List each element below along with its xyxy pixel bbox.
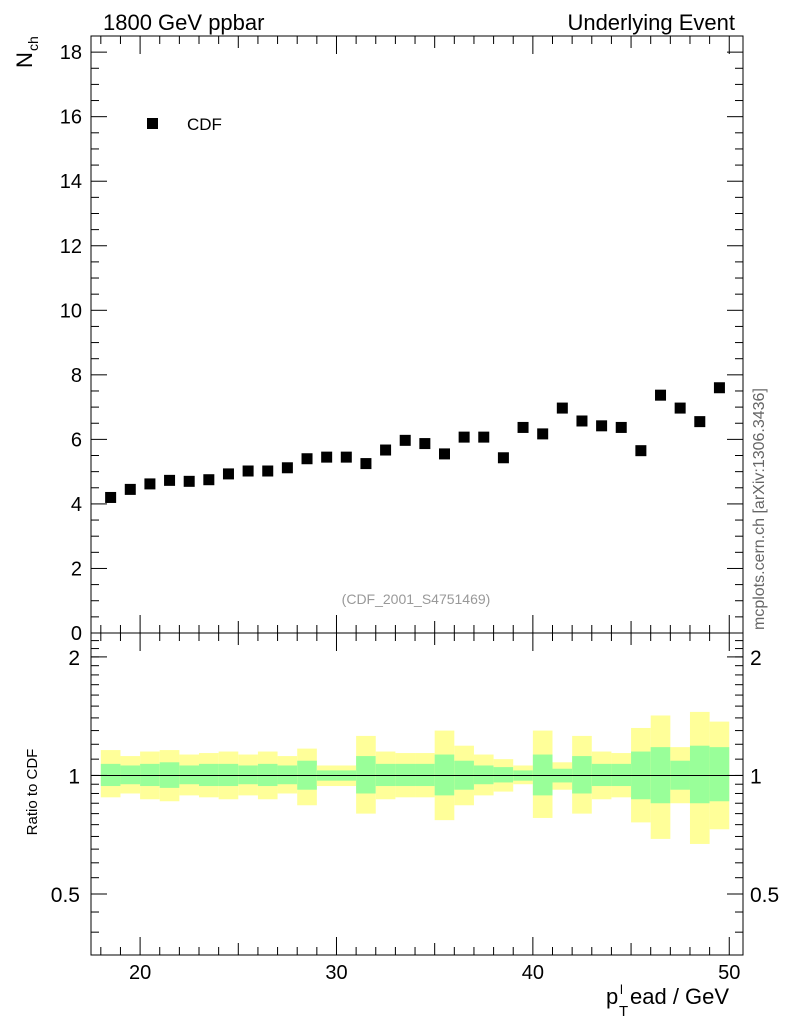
ratio-panel: 0.5 0.5 1 1 2 2 20 30 40 50 Ratio to CDF bbox=[24, 632, 779, 984]
main-panel: 0 2 4 6 8 10 12 14 16 18 CDF (CDF_2001_S4751469) bbox=[60, 35, 744, 645]
data-point bbox=[556, 402, 568, 414]
data-point bbox=[497, 452, 509, 464]
x-axis-label: p T l ead / GeV bbox=[606, 982, 729, 1020]
data-point bbox=[281, 462, 293, 474]
ratio-frame bbox=[90, 632, 744, 956]
y-tick-label: 16 bbox=[60, 107, 82, 129]
ratio-band-inner bbox=[709, 747, 730, 802]
data-point bbox=[596, 420, 608, 432]
data-point bbox=[517, 421, 529, 433]
data-point bbox=[144, 478, 156, 490]
title-right: Underlying Event bbox=[567, 10, 735, 35]
ratio-y-tick-label-right: 2 bbox=[750, 647, 762, 670]
main-axis-ticks bbox=[91, 36, 743, 634]
side-label: mcplots.cern.ch [arXiv:1306.3436] bbox=[751, 388, 768, 630]
data-point bbox=[301, 453, 313, 465]
x-label-sup: l bbox=[620, 982, 623, 997]
data-point bbox=[655, 389, 667, 401]
x-tick-label: 40 bbox=[522, 962, 544, 984]
data-point bbox=[340, 451, 352, 463]
data-point bbox=[694, 416, 706, 428]
ratio-y-label: Ratio to CDF bbox=[24, 749, 41, 836]
y-tick-label: 14 bbox=[60, 171, 82, 193]
main-y-tick-labels: 0 2 4 6 8 10 12 14 16 18 bbox=[60, 42, 82, 645]
data-point bbox=[438, 448, 450, 460]
legend: CDF bbox=[147, 115, 222, 134]
ratio-axis-ticks bbox=[91, 633, 743, 955]
ratio-bands bbox=[100, 711, 730, 844]
data-point bbox=[124, 483, 136, 495]
data-point bbox=[164, 474, 176, 486]
x-tick-labels: 20 30 40 50 bbox=[129, 962, 740, 984]
ratio-band-inner bbox=[493, 767, 514, 783]
data-point bbox=[380, 444, 392, 456]
data-point bbox=[242, 465, 254, 477]
ratio-band-inner bbox=[120, 765, 141, 785]
ratio-y-tick-label-left: 0.5 bbox=[51, 884, 80, 907]
data-point bbox=[222, 468, 234, 480]
y-tick-label: 4 bbox=[71, 494, 82, 516]
x-label-rest: ead / GeV bbox=[630, 984, 729, 1009]
data-point bbox=[478, 431, 490, 443]
ratio-y-tick-label-left: 2 bbox=[68, 647, 80, 670]
x-tick-label: 20 bbox=[129, 962, 151, 984]
data-point bbox=[458, 431, 470, 443]
data-point bbox=[399, 434, 411, 446]
y-label-main: N bbox=[12, 52, 37, 68]
y-tick-label: 8 bbox=[71, 365, 82, 387]
data-point bbox=[419, 438, 431, 450]
ratio-band-inner bbox=[238, 765, 258, 785]
legend-marker bbox=[147, 118, 158, 129]
ratio-band-inner bbox=[473, 765, 494, 785]
ratio-y-tick-label-left: 1 bbox=[68, 765, 80, 788]
data-point bbox=[360, 458, 372, 470]
legend-label: CDF bbox=[187, 115, 222, 134]
ratio-band-inner bbox=[277, 765, 298, 785]
data-point bbox=[105, 491, 117, 503]
y-axis-label: N ch bbox=[12, 36, 41, 68]
data-point bbox=[635, 445, 647, 457]
data-point bbox=[674, 402, 686, 414]
x-tick-label: 30 bbox=[325, 962, 347, 984]
ratio-band-inner bbox=[356, 756, 376, 794]
y-tick-label: 6 bbox=[71, 429, 82, 451]
data-point bbox=[615, 421, 627, 433]
y-tick-label: 0 bbox=[71, 623, 82, 645]
data-point bbox=[576, 415, 588, 427]
x-label-p: p bbox=[606, 984, 618, 1009]
data-point bbox=[537, 428, 549, 440]
ratio-y-tick-labels: 0.5 0.5 1 1 2 2 bbox=[51, 647, 779, 907]
y-tick-label: 2 bbox=[71, 558, 82, 580]
data-point bbox=[203, 474, 215, 486]
ratio-y-tick-label-right: 1 bbox=[750, 765, 762, 788]
data-point bbox=[713, 382, 725, 394]
data-points bbox=[105, 382, 725, 503]
y-label-sub: ch bbox=[25, 36, 41, 51]
x-label-sub: T bbox=[619, 1003, 628, 1020]
ratio-band-inner bbox=[572, 756, 592, 794]
y-tick-label: 10 bbox=[60, 300, 82, 322]
ratio-y-tick-label-right: 0.5 bbox=[750, 884, 779, 907]
analysis-label: (CDF_2001_S4751469) bbox=[342, 591, 491, 607]
x-tick-label: 50 bbox=[718, 962, 740, 984]
title-left: 1800 GeV ppbar bbox=[103, 10, 264, 35]
y-tick-label: 12 bbox=[60, 236, 82, 258]
ratio-band-inner bbox=[179, 765, 200, 785]
data-point bbox=[262, 465, 274, 477]
y-tick-label: 18 bbox=[60, 42, 82, 64]
ratio-band-inner bbox=[689, 745, 710, 804]
data-point bbox=[321, 451, 333, 463]
data-point bbox=[183, 475, 195, 487]
